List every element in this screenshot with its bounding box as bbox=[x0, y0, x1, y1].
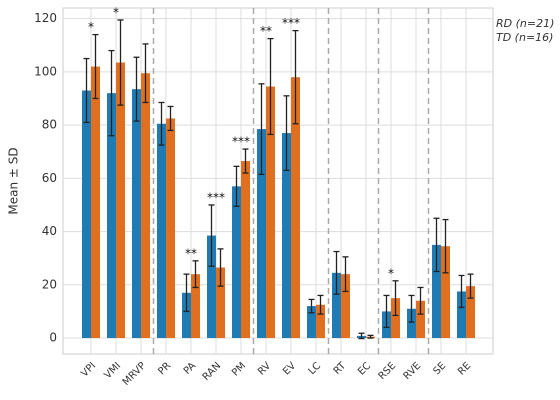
bar bbox=[132, 89, 141, 339]
bar bbox=[341, 274, 350, 339]
bar bbox=[316, 304, 325, 339]
significance-label: * bbox=[388, 266, 394, 280]
legend-label: RD (n=21) bbox=[496, 17, 554, 30]
x-tick-label: PA bbox=[182, 360, 199, 377]
plot-frame bbox=[62, 7, 494, 355]
y-tick-label: 60 bbox=[42, 171, 57, 185]
y-tick-label: 40 bbox=[42, 224, 57, 238]
x-tick-label: EC bbox=[356, 360, 373, 377]
x-tick-label: LC bbox=[307, 360, 324, 377]
error-bar bbox=[358, 332, 365, 340]
error-bar bbox=[417, 286, 424, 315]
error-bar bbox=[433, 217, 440, 273]
error-bar bbox=[158, 101, 165, 146]
error-bar bbox=[108, 49, 115, 137]
bar bbox=[91, 66, 100, 339]
error-bar bbox=[217, 248, 224, 287]
y-tick-label: 120 bbox=[34, 11, 57, 25]
error-bar bbox=[342, 256, 349, 293]
error-bar bbox=[92, 33, 99, 100]
bar bbox=[207, 235, 216, 339]
significance-label: *** bbox=[207, 190, 225, 204]
error-bar bbox=[183, 273, 190, 313]
error-bar bbox=[467, 273, 474, 299]
x-tick-label: RVE bbox=[402, 360, 424, 382]
error-bar bbox=[267, 37, 274, 136]
error-bar bbox=[133, 56, 140, 122]
x-tick-label: VMI bbox=[102, 360, 123, 381]
bar bbox=[457, 291, 466, 339]
bar bbox=[182, 292, 191, 339]
bar bbox=[232, 186, 241, 339]
error-bar bbox=[333, 250, 340, 295]
error-bar bbox=[392, 280, 399, 317]
bar bbox=[407, 308, 416, 339]
error-bar bbox=[83, 57, 90, 124]
bar bbox=[432, 244, 441, 339]
bar bbox=[166, 118, 175, 339]
bar bbox=[307, 306, 316, 339]
x-tick-label: PR bbox=[156, 360, 173, 377]
y-tick-label: 100 bbox=[34, 64, 57, 78]
bar bbox=[391, 298, 400, 339]
error-bar bbox=[283, 95, 290, 172]
bar bbox=[282, 133, 291, 339]
bar bbox=[107, 93, 116, 339]
x-tick-label: MRVP bbox=[121, 360, 149, 388]
error-bar bbox=[117, 19, 124, 106]
error-bar bbox=[208, 204, 215, 267]
error-bar bbox=[442, 218, 449, 274]
x-tick-label: RV bbox=[256, 360, 273, 377]
bar bbox=[266, 86, 275, 339]
x-tick-label: RAN bbox=[201, 360, 224, 383]
error-bar bbox=[233, 165, 240, 207]
error-bar bbox=[167, 105, 174, 132]
bar bbox=[441, 246, 450, 339]
error-bar bbox=[408, 294, 415, 323]
error-bar bbox=[308, 298, 315, 314]
significance-label: * bbox=[88, 20, 94, 34]
error-bar bbox=[192, 260, 199, 289]
bar bbox=[141, 73, 150, 339]
error-bar bbox=[317, 294, 324, 315]
error-bar bbox=[292, 29, 299, 125]
y-tick-label: 0 bbox=[49, 331, 57, 345]
y-axis-label: Mean ± SD bbox=[7, 147, 21, 214]
significance-label: ** bbox=[260, 24, 272, 38]
x-tick-label: RT bbox=[332, 360, 349, 377]
bar bbox=[416, 300, 425, 339]
bar bbox=[116, 62, 125, 339]
significance-label: * bbox=[113, 5, 119, 19]
error-bar bbox=[367, 334, 374, 339]
error-bar bbox=[383, 294, 390, 329]
significance-label: *** bbox=[232, 135, 250, 149]
error-bar bbox=[258, 83, 265, 175]
x-tick-label: PM bbox=[230, 360, 248, 378]
bar bbox=[332, 272, 341, 339]
significance-label: *** bbox=[282, 16, 300, 30]
x-tick-label: RSE bbox=[377, 360, 399, 382]
x-tick-label: SE bbox=[432, 360, 449, 377]
bar bbox=[157, 123, 166, 339]
bar bbox=[191, 274, 200, 339]
y-tick-label: 80 bbox=[42, 118, 57, 132]
bar bbox=[82, 90, 91, 339]
x-tick-label: VPI bbox=[79, 360, 98, 379]
error-bar bbox=[142, 43, 149, 104]
bar bbox=[291, 77, 300, 339]
bar bbox=[257, 129, 266, 339]
x-tick-label: EV bbox=[281, 360, 298, 377]
error-bar bbox=[242, 148, 249, 174]
x-tick-label: RE bbox=[456, 360, 473, 377]
bar bbox=[216, 267, 225, 339]
bar bbox=[466, 286, 475, 339]
y-tick-label: 20 bbox=[42, 277, 57, 291]
legend-label: TD (n=16) bbox=[496, 31, 553, 44]
significance-label: ** bbox=[185, 246, 197, 260]
bar bbox=[241, 161, 250, 339]
error-bar bbox=[458, 274, 465, 309]
